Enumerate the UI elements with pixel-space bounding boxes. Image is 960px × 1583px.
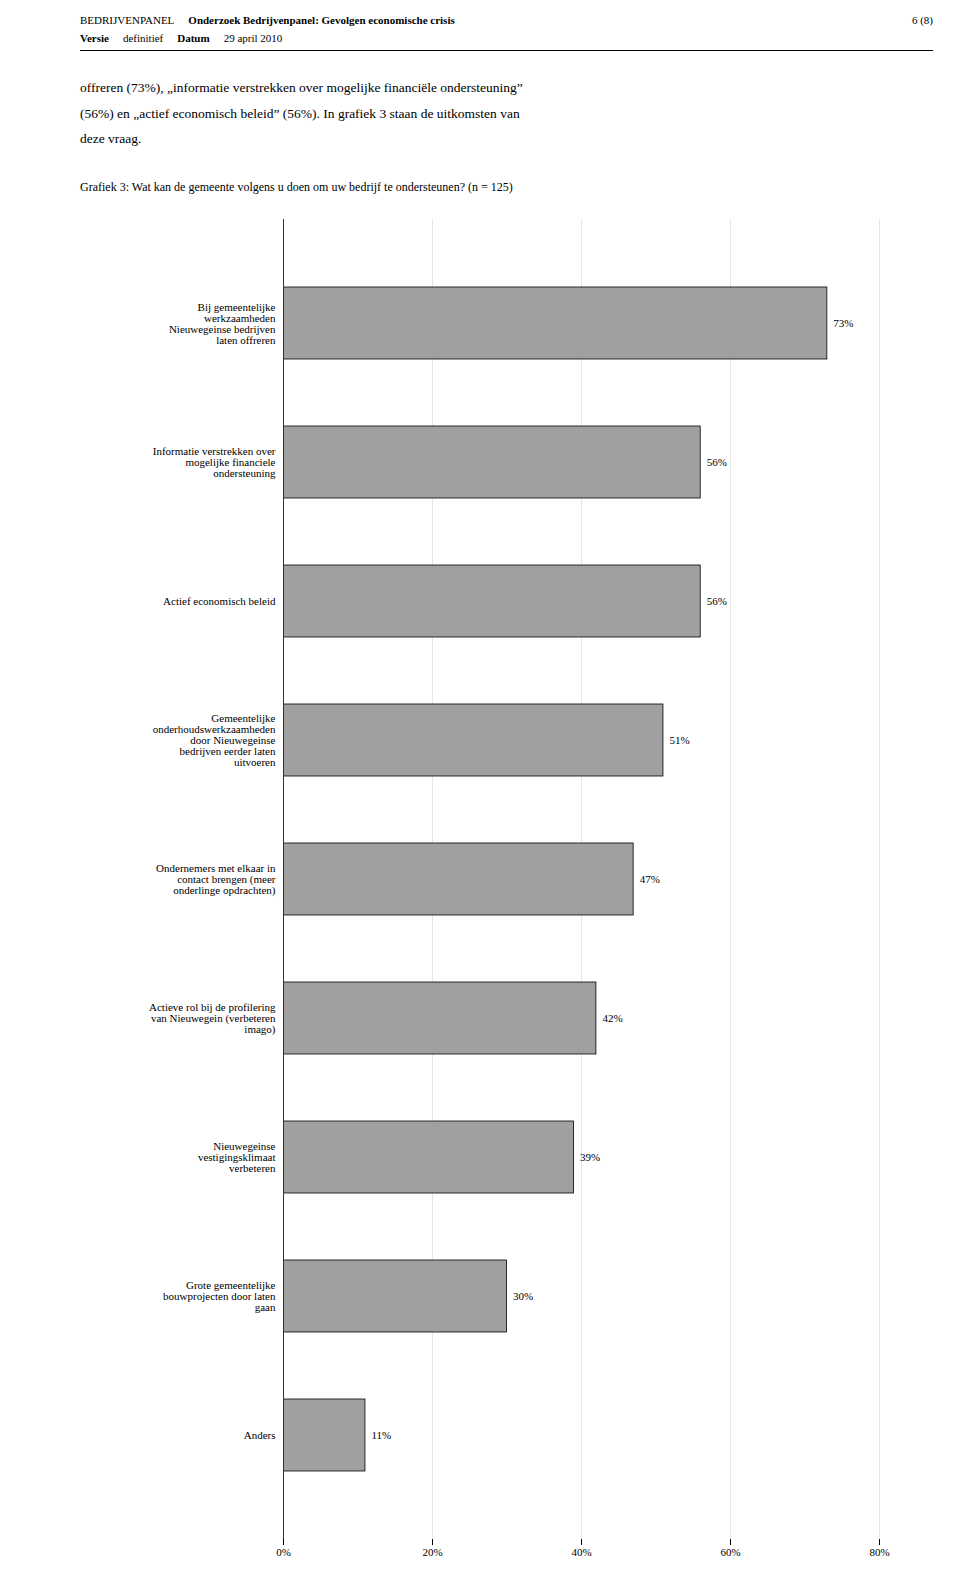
svg-text:39%: 39% xyxy=(580,1151,600,1163)
svg-text:11%: 11% xyxy=(371,1428,392,1441)
svg-text:51%: 51% xyxy=(669,734,689,746)
svg-text:47%: 47% xyxy=(640,873,660,885)
svg-text:Anders: Anders xyxy=(244,1429,276,1441)
html-text:Versie: Versie xyxy=(80,32,109,44)
html-text:29 april 2010: 29 april 2010 xyxy=(223,32,283,44)
svg-text:Nieuwegeinsevestigingsklimaatv: Nieuwegeinsevestigingsklimaatverbeteren xyxy=(198,1140,276,1174)
html-text:Grafiek 3: Wat kan de gemeente: Grafiek 3: Wat kan de gemeente volgens u… xyxy=(80,179,513,194)
svg-text:42%: 42% xyxy=(602,1012,622,1024)
svg-text:0%: 0% xyxy=(276,1546,291,1558)
svg-text:60%: 60% xyxy=(720,1546,740,1558)
svg-text:Bij gemeentelijkewerkzaamheden: Bij gemeentelijkewerkzaamhedenNieuwegein… xyxy=(169,300,276,345)
html-text:Datum: Datum xyxy=(177,32,210,44)
svg-text:Actief economisch beleid: Actief economisch beleid xyxy=(163,595,276,607)
svg-text:Actieve rol bij de profilering: Actieve rol bij de profileringvan Nieuwe… xyxy=(149,1001,276,1036)
svg-text:73%: 73% xyxy=(833,317,853,329)
svg-text:20%: 20% xyxy=(422,1546,442,1558)
html-text:(56%) en „actief economisch be: (56%) en „actief economisch beleid” (56%… xyxy=(80,105,520,121)
svg-text:56%: 56% xyxy=(707,595,727,607)
svg-text:40%: 40% xyxy=(571,1546,591,1558)
html-text:BEDRIJVENPANEL: BEDRIJVENPANEL xyxy=(80,14,175,26)
svg-text:Ondernemers met elkaar inconta: Ondernemers met elkaar incontact brengen… xyxy=(156,862,276,897)
svg-text:80%: 80% xyxy=(869,1546,889,1558)
html-text:6 (8): 6 (8) xyxy=(911,14,933,26)
svg-text:Gemeentelijkeonderhoudswerkzaa: Gemeentelijkeonderhoudswerkzaamhedendoor… xyxy=(153,712,276,768)
html-text:deze vraag.: deze vraag. xyxy=(80,131,142,147)
svg-text:Informatie verstrekken overmog: Informatie verstrekken overmogelijke fin… xyxy=(153,445,276,479)
svg-text:30%: 30% xyxy=(513,1290,533,1302)
svg-text:Grote gemeentelijkebouwproject: Grote gemeentelijkebouwprojecten door la… xyxy=(163,1279,276,1313)
svg-text:56%: 56% xyxy=(707,456,727,468)
html-text:offreren (73%), „informatie ve: offreren (73%), „informatie verstrekken … xyxy=(80,80,523,95)
html-text:Onderzoek Bedrijvenpanel: Gevo: Onderzoek Bedrijvenpanel: Gevolgen econo… xyxy=(188,14,455,26)
html-text:definitief: definitief xyxy=(122,32,164,44)
